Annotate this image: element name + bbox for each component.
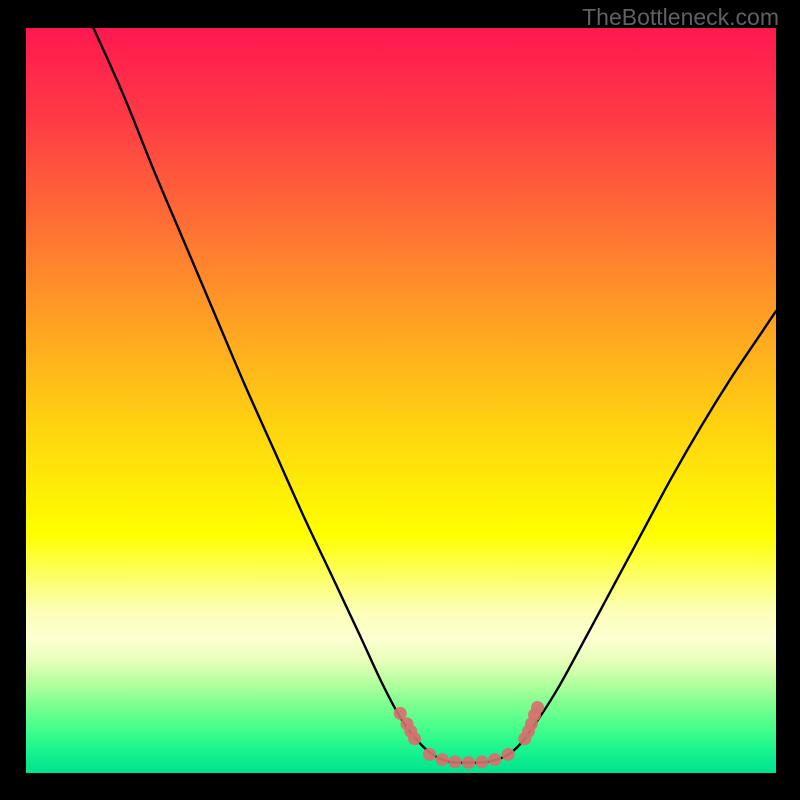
- watermark-text: TheBottleneck.com: [582, 4, 779, 31]
- optimal-range-markers: [26, 28, 776, 773]
- plot-area: [26, 28, 776, 773]
- chart-stage: TheBottleneck.com: [0, 0, 800, 800]
